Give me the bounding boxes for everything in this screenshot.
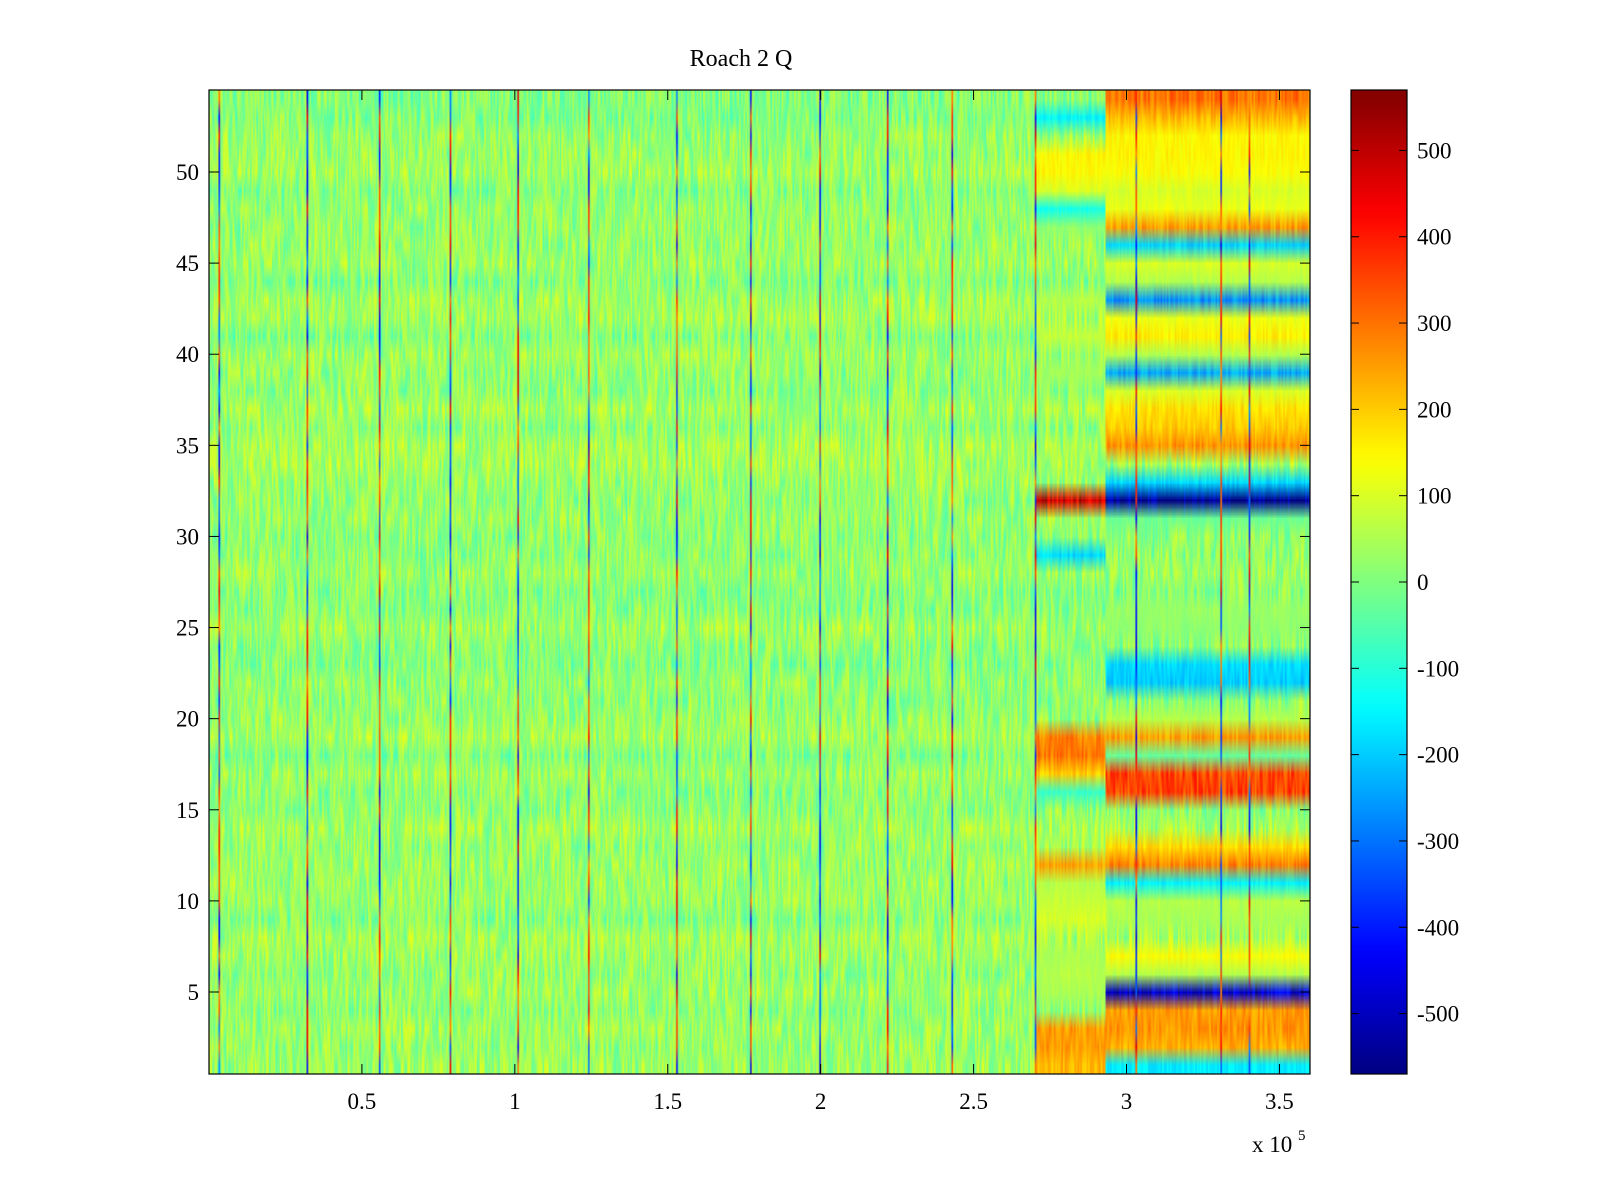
plot-frame [208, 89, 1311, 1075]
x-tick-label: 2 [815, 1089, 827, 1114]
y-tick-label: 30 [176, 524, 199, 549]
colorbar-tick-label: -300 [1417, 829, 1459, 854]
x-multiplier-label: x 10 5 [1252, 1128, 1306, 1157]
y-tick-label: 20 [176, 707, 199, 732]
colorbar-tick-label: 400 [1417, 225, 1452, 250]
colorbar-tick-label: 500 [1417, 138, 1452, 163]
x-tick-label: 2.5 [959, 1089, 988, 1114]
colorbar-axis: 500 400 300 200 100 0 -100 -200 -300 -400 -500 [1351, 138, 1459, 1027]
x-tick-label: 1.5 [653, 1089, 682, 1114]
colorbar-tick-label: 0 [1417, 570, 1429, 595]
colorbar-tick-label: 300 [1417, 311, 1452, 336]
colorbar-tick-label: 200 [1417, 397, 1452, 422]
colorbar-image [1351, 90, 1407, 1074]
colorbar-tick-label: -500 [1417, 1002, 1459, 1027]
y-tick-label: 40 [176, 342, 199, 367]
chart-title: Roach 2 Q [690, 46, 793, 72]
colorbar-tick-label: -100 [1417, 656, 1459, 681]
colorbar-tick-label: 100 [1417, 484, 1452, 509]
x-tick-label: 1 [509, 1089, 521, 1114]
x-axis: 0.5 1 1.5 2 2.5 3 3.5 [348, 90, 1294, 1114]
y-tick-label: 15 [176, 798, 199, 823]
x-tick-label: 3 [1121, 1089, 1133, 1114]
y-tick-label: 50 [176, 160, 199, 185]
x-multiplier-exponent: 5 [1298, 1128, 1306, 1144]
colorbar-tick-label: -200 [1417, 743, 1459, 768]
heatmap-image [209, 90, 1310, 1074]
y-tick-label: 5 [188, 980, 200, 1005]
x-tick-label: 0.5 [348, 1089, 377, 1114]
x-tick-label: 3.5 [1265, 1089, 1294, 1114]
y-tick-label: 35 [176, 433, 199, 458]
y-tick-label: 45 [176, 251, 199, 276]
plot-border [208, 89, 1311, 1075]
y-tick-label: 10 [176, 889, 199, 914]
colorbar-tick-label: -400 [1417, 915, 1459, 940]
y-tick-label: 25 [176, 616, 199, 641]
y-axis: 5 10 15 20 25 30 35 40 45 50 [176, 160, 1310, 1005]
